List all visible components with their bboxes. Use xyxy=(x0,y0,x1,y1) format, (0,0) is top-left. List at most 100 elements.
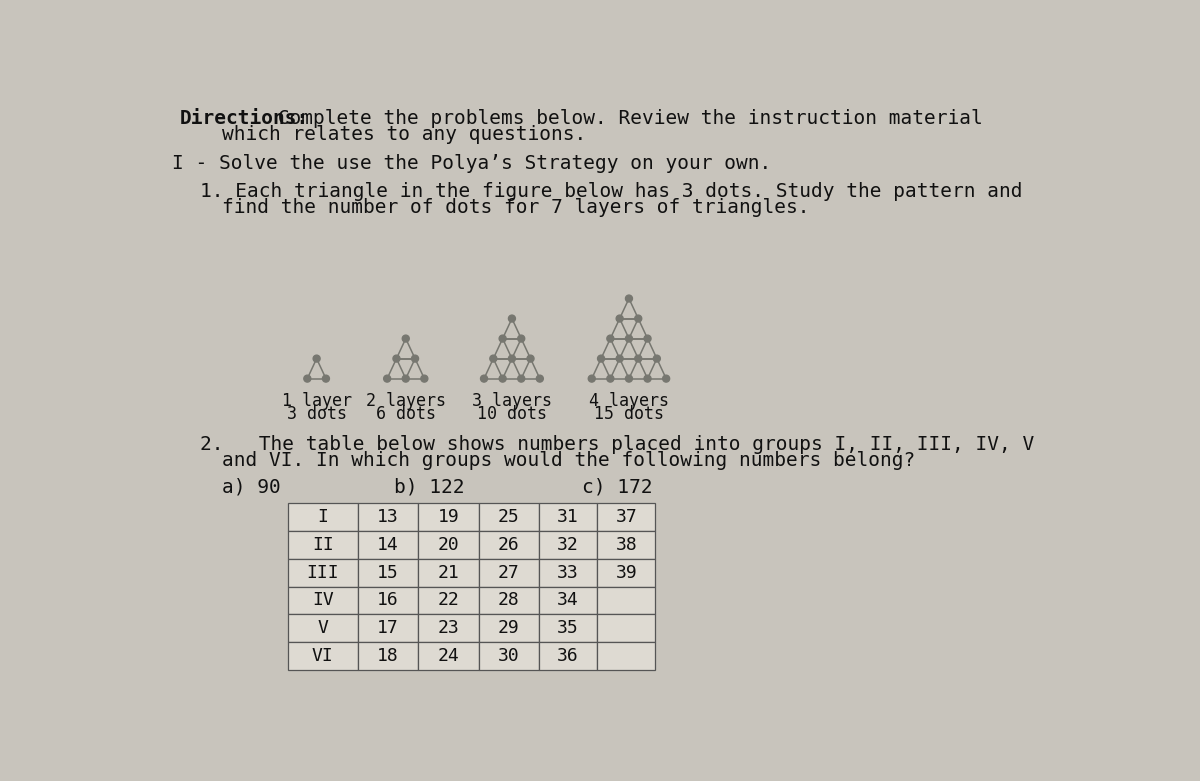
Bar xyxy=(358,531,418,558)
Text: 35: 35 xyxy=(557,619,578,637)
Circle shape xyxy=(402,375,409,382)
Circle shape xyxy=(384,375,391,382)
Text: 19: 19 xyxy=(438,508,460,526)
Text: Complete the problems below. Review the instruction material: Complete the problems below. Review the … xyxy=(266,109,983,128)
Text: 15 dots: 15 dots xyxy=(594,405,664,423)
Circle shape xyxy=(635,315,642,322)
Bar xyxy=(479,642,539,669)
Bar xyxy=(418,614,479,642)
Text: 14: 14 xyxy=(377,536,398,554)
Text: find the number of dots for 7 layers of triangles.: find the number of dots for 7 layers of … xyxy=(222,198,810,217)
Circle shape xyxy=(499,375,506,382)
Circle shape xyxy=(616,355,623,362)
Circle shape xyxy=(644,375,652,382)
Circle shape xyxy=(392,355,400,362)
Bar xyxy=(358,614,418,642)
Bar xyxy=(598,587,655,614)
Bar xyxy=(418,558,479,587)
Text: c) 172: c) 172 xyxy=(582,477,653,496)
Bar xyxy=(539,614,598,642)
Text: 22: 22 xyxy=(438,591,460,609)
Circle shape xyxy=(625,335,632,342)
Bar xyxy=(288,614,358,642)
Bar xyxy=(288,558,358,587)
Text: 6 dots: 6 dots xyxy=(376,405,436,423)
Bar xyxy=(479,531,539,558)
Text: 21: 21 xyxy=(438,564,460,582)
Text: 4 layers: 4 layers xyxy=(589,393,668,411)
Text: 33: 33 xyxy=(557,564,578,582)
Bar xyxy=(539,587,598,614)
Text: 26: 26 xyxy=(498,536,520,554)
Circle shape xyxy=(421,375,428,382)
Circle shape xyxy=(598,355,605,362)
Text: 31: 31 xyxy=(557,508,578,526)
Text: I: I xyxy=(317,508,329,526)
Text: VI: VI xyxy=(312,647,334,665)
Text: b) 122: b) 122 xyxy=(394,477,464,496)
Circle shape xyxy=(625,375,632,382)
Text: IV: IV xyxy=(312,591,334,609)
Circle shape xyxy=(644,335,652,342)
Text: 27: 27 xyxy=(498,564,520,582)
Circle shape xyxy=(607,335,614,342)
Bar xyxy=(479,587,539,614)
Bar xyxy=(288,504,358,531)
Circle shape xyxy=(509,355,516,362)
Bar xyxy=(539,504,598,531)
Circle shape xyxy=(662,375,670,382)
Circle shape xyxy=(490,355,497,362)
Bar xyxy=(358,587,418,614)
Bar xyxy=(598,642,655,669)
Bar xyxy=(479,504,539,531)
Text: 32: 32 xyxy=(557,536,578,554)
Bar xyxy=(288,642,358,669)
Bar xyxy=(479,558,539,587)
Text: 3 dots: 3 dots xyxy=(287,405,347,423)
Circle shape xyxy=(313,355,320,362)
Bar xyxy=(288,531,358,558)
Text: 39: 39 xyxy=(616,564,637,582)
Circle shape xyxy=(509,315,516,322)
Bar xyxy=(358,504,418,531)
Circle shape xyxy=(517,335,524,342)
Text: 10 dots: 10 dots xyxy=(476,405,547,423)
Text: 20: 20 xyxy=(438,536,460,554)
Text: 37: 37 xyxy=(616,508,637,526)
Text: 24: 24 xyxy=(438,647,460,665)
Circle shape xyxy=(412,355,419,362)
Bar xyxy=(598,558,655,587)
Bar xyxy=(358,642,418,669)
Circle shape xyxy=(588,375,595,382)
Text: 1 layer: 1 layer xyxy=(282,393,352,411)
Text: 23: 23 xyxy=(438,619,460,637)
Text: a) 90: a) 90 xyxy=(222,477,281,496)
Text: and VI. In which groups would the following numbers belong?: and VI. In which groups would the follow… xyxy=(222,451,916,470)
Text: 18: 18 xyxy=(377,647,398,665)
Circle shape xyxy=(517,375,524,382)
Text: 15: 15 xyxy=(377,564,398,582)
Circle shape xyxy=(653,355,660,362)
Text: 13: 13 xyxy=(377,508,398,526)
Circle shape xyxy=(402,335,409,342)
Bar xyxy=(539,642,598,669)
Bar xyxy=(288,587,358,614)
Text: 17: 17 xyxy=(377,619,398,637)
Text: 2 layers: 2 layers xyxy=(366,393,445,411)
Circle shape xyxy=(536,375,544,382)
Circle shape xyxy=(304,375,311,382)
Circle shape xyxy=(499,335,506,342)
Text: 25: 25 xyxy=(498,508,520,526)
Bar xyxy=(418,642,479,669)
Text: I - Solve the use the Polya’s Strategy on your own.: I - Solve the use the Polya’s Strategy o… xyxy=(172,154,770,173)
Circle shape xyxy=(527,355,534,362)
Bar xyxy=(479,614,539,642)
Circle shape xyxy=(480,375,487,382)
Bar xyxy=(418,587,479,614)
Circle shape xyxy=(323,375,330,382)
Circle shape xyxy=(616,315,623,322)
Text: 36: 36 xyxy=(557,647,578,665)
Bar xyxy=(418,504,479,531)
Bar xyxy=(539,558,598,587)
Bar xyxy=(598,531,655,558)
